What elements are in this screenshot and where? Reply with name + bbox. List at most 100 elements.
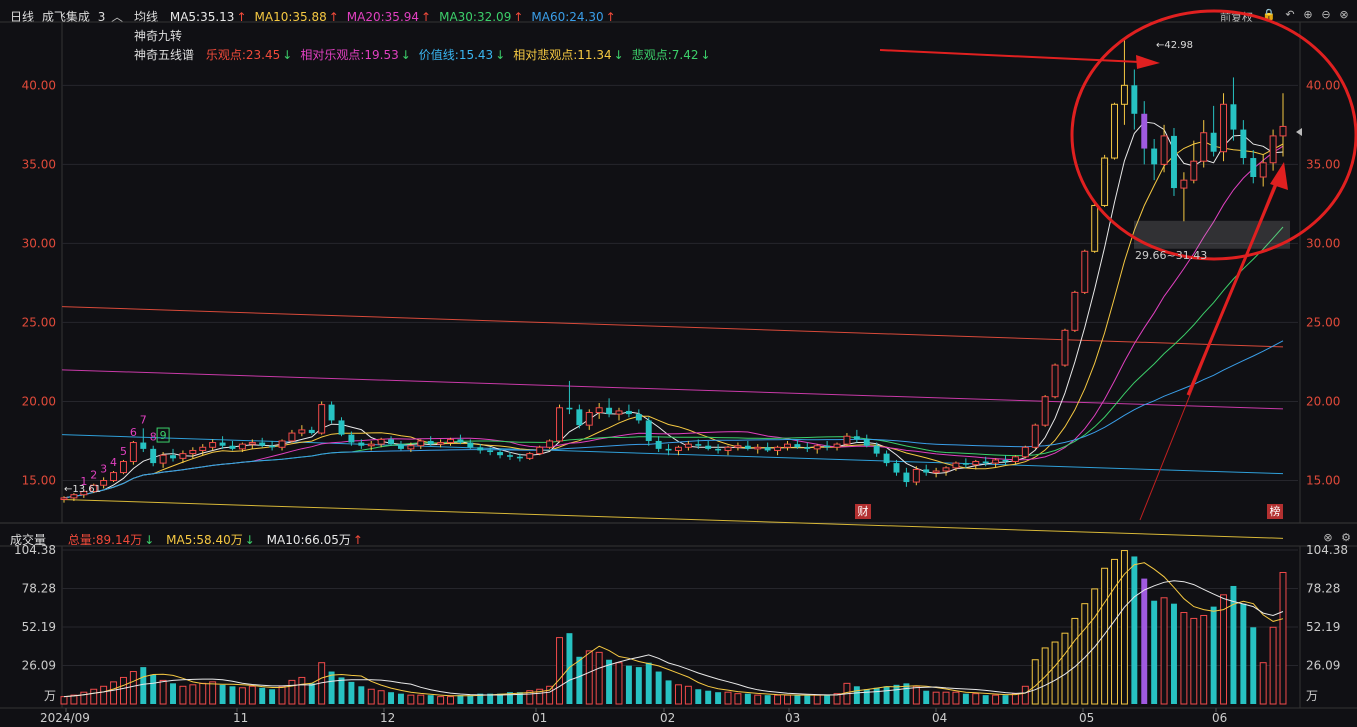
cai-badge[interactable]: 财 [855, 504, 871, 519]
candle-body [992, 459, 1000, 464]
volume-bar [219, 684, 226, 704]
annotation-arrow [1186, 174, 1282, 396]
volume-bar [556, 637, 564, 705]
indicator2-legend: 神奇五线谱 乐观点:23.45 ↓ 相对乐观点:19.53 ↓ 价值线:15.43 ↓ 相对… [134, 46, 729, 63]
candle-body [853, 436, 860, 440]
volume-bar [744, 693, 751, 704]
volume-tick-label-left: 78.28 [22, 582, 56, 596]
candle-body [427, 440, 434, 445]
volume-bar [1190, 617, 1198, 705]
arrow-up-icon: ↑ [513, 10, 524, 24]
volume-bar [1230, 585, 1237, 704]
stock-name[interactable]: 成飞集成 [41, 10, 90, 24]
volume-bar [477, 693, 484, 704]
candle-body [962, 463, 969, 465]
candle-body [229, 445, 236, 449]
time-axis-label: 2024/09 [40, 711, 90, 725]
candle-body [1111, 103, 1118, 159]
price-tick-label-right: 30.00 [1306, 236, 1340, 250]
gear-icon[interactable]: ⚙ [1341, 531, 1351, 544]
volume-bar [129, 671, 137, 705]
channel-line [61, 369, 1284, 410]
volume-bar [813, 694, 821, 705]
candle-body [100, 479, 108, 486]
volume-ma5: MA5:58.40万 [166, 533, 243, 547]
candle-body [1200, 132, 1208, 162]
period-label[interactable]: 日线 [10, 10, 35, 24]
volume-bar [159, 679, 167, 705]
volume-bar [635, 667, 642, 704]
candle-body [269, 445, 276, 448]
chevron-up-icon[interactable]: ︿ [111, 10, 124, 24]
candle-body [635, 414, 642, 421]
indicator2-title: 神奇五线谱 [134, 48, 195, 62]
candle-body [556, 407, 564, 442]
volume-bar [824, 695, 831, 704]
volume-bar [348, 681, 355, 704]
ind2-item: 相对悲观点:11.34 [513, 48, 612, 62]
candle-body [774, 446, 782, 451]
zoom-in-icon[interactable]: ⊕ [1303, 8, 1313, 21]
volume-bar [269, 689, 276, 704]
volume-bar [883, 686, 890, 704]
candle-body [665, 448, 672, 451]
arrow-down-icon: ↓ [144, 533, 155, 547]
volume-bar [407, 694, 415, 705]
candle-body [595, 407, 603, 414]
candle-body [248, 442, 256, 445]
candle-body [715, 448, 722, 451]
candle-body [1120, 84, 1128, 105]
volume-bar [179, 685, 187, 705]
candle-body [308, 429, 315, 434]
period-count[interactable]: 3 [97, 10, 106, 24]
candle-body [705, 445, 712, 449]
close-icon[interactable]: ⊗ [1323, 531, 1333, 544]
ma-item: MA20:35.94 [346, 10, 420, 24]
volume-bar [962, 693, 969, 704]
close-icon[interactable]: ⊗ [1339, 8, 1349, 21]
volume-bar [328, 671, 335, 704]
volume-bar [1051, 641, 1059, 705]
bang-badge[interactable]: 榜 [1267, 504, 1283, 519]
candle-body [1061, 329, 1069, 366]
arrow-down-icon: ↓ [700, 48, 711, 62]
candle-body [388, 439, 395, 445]
volume-bar [516, 692, 523, 704]
volume-bar [674, 684, 682, 705]
lock-icon[interactable]: 🔒 [1262, 8, 1276, 21]
volume-title: 成交量 [10, 533, 47, 547]
volume-bar [625, 665, 632, 704]
candle-body [893, 463, 900, 473]
nine-turn-mark: 3 [100, 462, 107, 475]
candle-body [328, 404, 335, 421]
arrow-down-icon: ↓ [244, 533, 255, 547]
volume-bar [1120, 550, 1128, 705]
volume-bar [754, 694, 762, 705]
candle-body [744, 445, 751, 449]
volume-bar [1011, 693, 1019, 705]
candle-body [437, 442, 445, 445]
volume-tick-label-left: 52.19 [22, 620, 56, 634]
candle-body [447, 438, 454, 444]
candle-body [140, 442, 147, 449]
price-tick-label-right: 15.00 [1306, 473, 1340, 487]
zoom-out-icon[interactable]: ⊖ [1321, 8, 1331, 21]
time-axis-label: 04 [932, 711, 947, 725]
undo-icon[interactable]: ↶ [1285, 8, 1295, 21]
volume-bar [724, 691, 732, 705]
candle-body [585, 412, 593, 426]
ind2-item: 价值线:15.43 [418, 48, 494, 62]
candle-body [863, 439, 870, 446]
volume-bar [189, 684, 197, 705]
volume-bar [70, 694, 78, 705]
volume-bar [595, 651, 603, 705]
candle-body [159, 454, 167, 464]
volume-bar [576, 656, 583, 704]
volume-ma10: MA10:66.05万 [266, 533, 351, 547]
candle-body [1002, 459, 1009, 462]
volume-bar [298, 676, 306, 705]
candle-body [338, 420, 345, 435]
volume-bar [397, 693, 404, 704]
volume-bar [1269, 626, 1277, 705]
